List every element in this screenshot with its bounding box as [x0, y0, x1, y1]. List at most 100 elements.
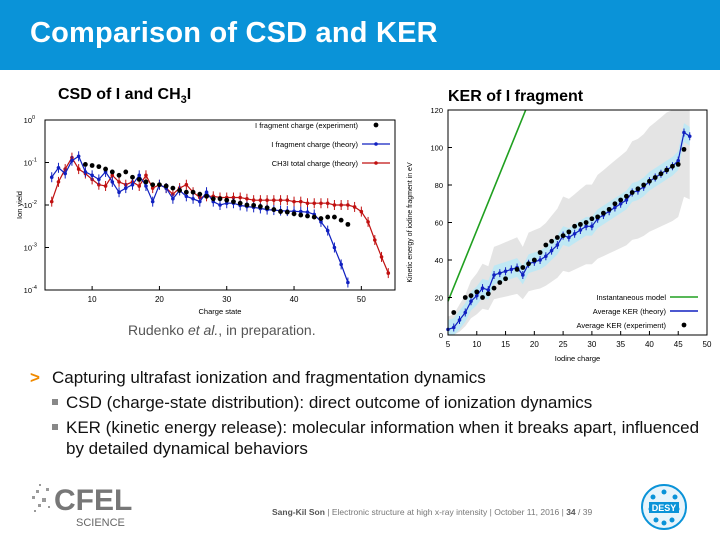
- csd-experiment-exp-point: [197, 191, 203, 197]
- csd-ch3i-marker: [352, 205, 357, 209]
- ker-experiment-exp-point: [480, 295, 485, 300]
- ker-theory-marker: [618, 201, 623, 206]
- ker-experiment-exp-point: [641, 182, 647, 188]
- footer: Sang-Kil Son | Electronic structure at h…: [272, 507, 593, 517]
- csd-theory-marker: [339, 262, 343, 267]
- csd-ch3i-marker: [379, 255, 384, 259]
- csd-ch3i-marker: [312, 201, 317, 206]
- ker-experiment-exp-point: [647, 178, 652, 184]
- csd-x-axis-label: Charge state: [199, 307, 242, 316]
- ker-legend-marker: [681, 322, 687, 328]
- csd-x-tick-label: 30: [222, 295, 231, 304]
- csd-experiment-exp-point: [143, 179, 149, 185]
- citation-etal: et al.: [187, 322, 219, 338]
- bullet-main-text: Capturing ultrafast ionization and fragm…: [52, 368, 486, 387]
- csd-theory-marker: [346, 280, 350, 285]
- csd-theory-marker: [97, 177, 101, 182]
- ker-theory-marker: [584, 224, 588, 229]
- csd-experiment-exp-point: [217, 196, 223, 202]
- csd-experiment-exp-point: [298, 212, 304, 218]
- csd-experiment-exp-point: [157, 182, 162, 188]
- ker-y-tick-label: 120: [430, 106, 443, 115]
- footer-total: / 39: [578, 507, 593, 517]
- csd-y-tick-exponent: -4: [32, 285, 37, 291]
- ker-experiment-exp-point: [629, 190, 635, 195]
- ker-theory-marker: [503, 269, 508, 274]
- csd-legend-label: CH3I total charge (theory): [272, 159, 359, 168]
- ker-x-tick-label: 20: [530, 340, 539, 349]
- ker-instantaneous-line: [447, 109, 527, 302]
- ker-x-tick-label: 30: [587, 340, 596, 349]
- ker-theory-marker: [682, 130, 686, 135]
- ker-x-tick-label: 50: [703, 340, 712, 349]
- csd-experiment-exp-point: [251, 202, 257, 208]
- ker-experiment-exp-point: [589, 216, 595, 222]
- footer-page: 34: [566, 507, 576, 517]
- ker-theory-marker: [457, 318, 462, 322]
- csd-theory-marker: [56, 166, 61, 170]
- csd-experiment-exp-point: [338, 217, 344, 223]
- csd-experiment-exp-point: [257, 204, 263, 209]
- ker-theory-marker: [480, 286, 485, 290]
- ker-experiment-exp-point: [635, 186, 641, 192]
- csd-experiment-exp-point: [123, 169, 129, 175]
- csd-ch3i-marker: [150, 186, 155, 190]
- ker-experiment-exp-point: [503, 276, 508, 282]
- csd-ch3i-marker: [245, 196, 249, 201]
- csd-ch3i-marker: [339, 203, 343, 207]
- ker-y-tick-label: 20: [435, 294, 443, 303]
- ker-experiment-exp-point: [520, 265, 526, 270]
- ker-experiment-exp-point: [549, 238, 554, 244]
- bullet-sub-1-text: CSD (charge-state distribution): direct …: [66, 393, 593, 412]
- csd-experiment-exp-point: [318, 216, 324, 221]
- csd-ch3i-marker: [144, 173, 148, 178]
- ker-theory-marker: [463, 310, 468, 315]
- csd-ch3i-marker: [272, 198, 276, 202]
- csd-legend-marker: [373, 122, 379, 128]
- bullet-main: > Capturing ultrafast ionization and frag…: [30, 368, 710, 388]
- csd-ch3i-marker: [278, 198, 283, 202]
- desy-logo: DESY: [641, 484, 687, 530]
- ker-experiment-exp-point: [531, 257, 537, 263]
- ker-experiment-exp-point: [468, 293, 474, 299]
- ker-experiment-exp-point: [497, 280, 503, 285]
- csd-experiment-exp-point: [224, 197, 230, 203]
- csd-ch3i-marker: [184, 182, 189, 187]
- csd-theory-marker: [171, 196, 175, 201]
- csd-ch3i-marker: [319, 201, 323, 206]
- csd-theory-marker: [298, 209, 303, 214]
- bullet-sub-1: CSD (charge-state distribution): direct …: [30, 392, 710, 413]
- ker-legend-label: Instantaneous model: [596, 293, 666, 302]
- ker-y-axis-label: Kinetic energy of iodine fragment in eV: [407, 162, 414, 283]
- desy-logo-text: DESY: [652, 503, 677, 513]
- ker-theory-marker: [555, 243, 560, 247]
- ker-theory-marker: [474, 293, 479, 298]
- csd-theory-marker: [204, 190, 209, 195]
- ker-x-tick-label: 15: [501, 340, 510, 349]
- csd-theory-marker: [63, 171, 67, 176]
- csd-legend-label: I fragment charge (theory): [271, 140, 358, 149]
- csd-theory-marker: [184, 194, 189, 199]
- csd-theory-marker: [319, 220, 323, 224]
- ker-theory-marker: [486, 288, 491, 292]
- csd-ch3i-marker: [231, 195, 236, 200]
- ker-theory-marker: [451, 325, 456, 330]
- csd-theory-marker: [325, 228, 330, 233]
- ker-theory-marker: [572, 231, 577, 236]
- ker-experiment-exp-point: [595, 214, 601, 220]
- ker-experiment-exp-point: [612, 201, 618, 207]
- csd-experiment-exp-point: [291, 211, 297, 217]
- ker-x-tick-label: 10: [472, 340, 481, 349]
- csd-ch3i-marker: [386, 271, 391, 275]
- csd-experiment-exp-point: [82, 162, 88, 167]
- csd-experiment-exp-point: [116, 172, 122, 178]
- citation: Rudenko et al., in preparation.: [128, 322, 316, 338]
- csd-y-tick-label: 10: [24, 116, 32, 125]
- ker-experiment-exp-point: [658, 171, 664, 177]
- csd-theory-marker: [191, 196, 195, 201]
- csd-ch3i-marker: [298, 199, 303, 204]
- csd-theory-marker: [130, 182, 135, 187]
- ker-theory-marker: [498, 271, 502, 275]
- ker-experiment-exp-point: [601, 210, 606, 216]
